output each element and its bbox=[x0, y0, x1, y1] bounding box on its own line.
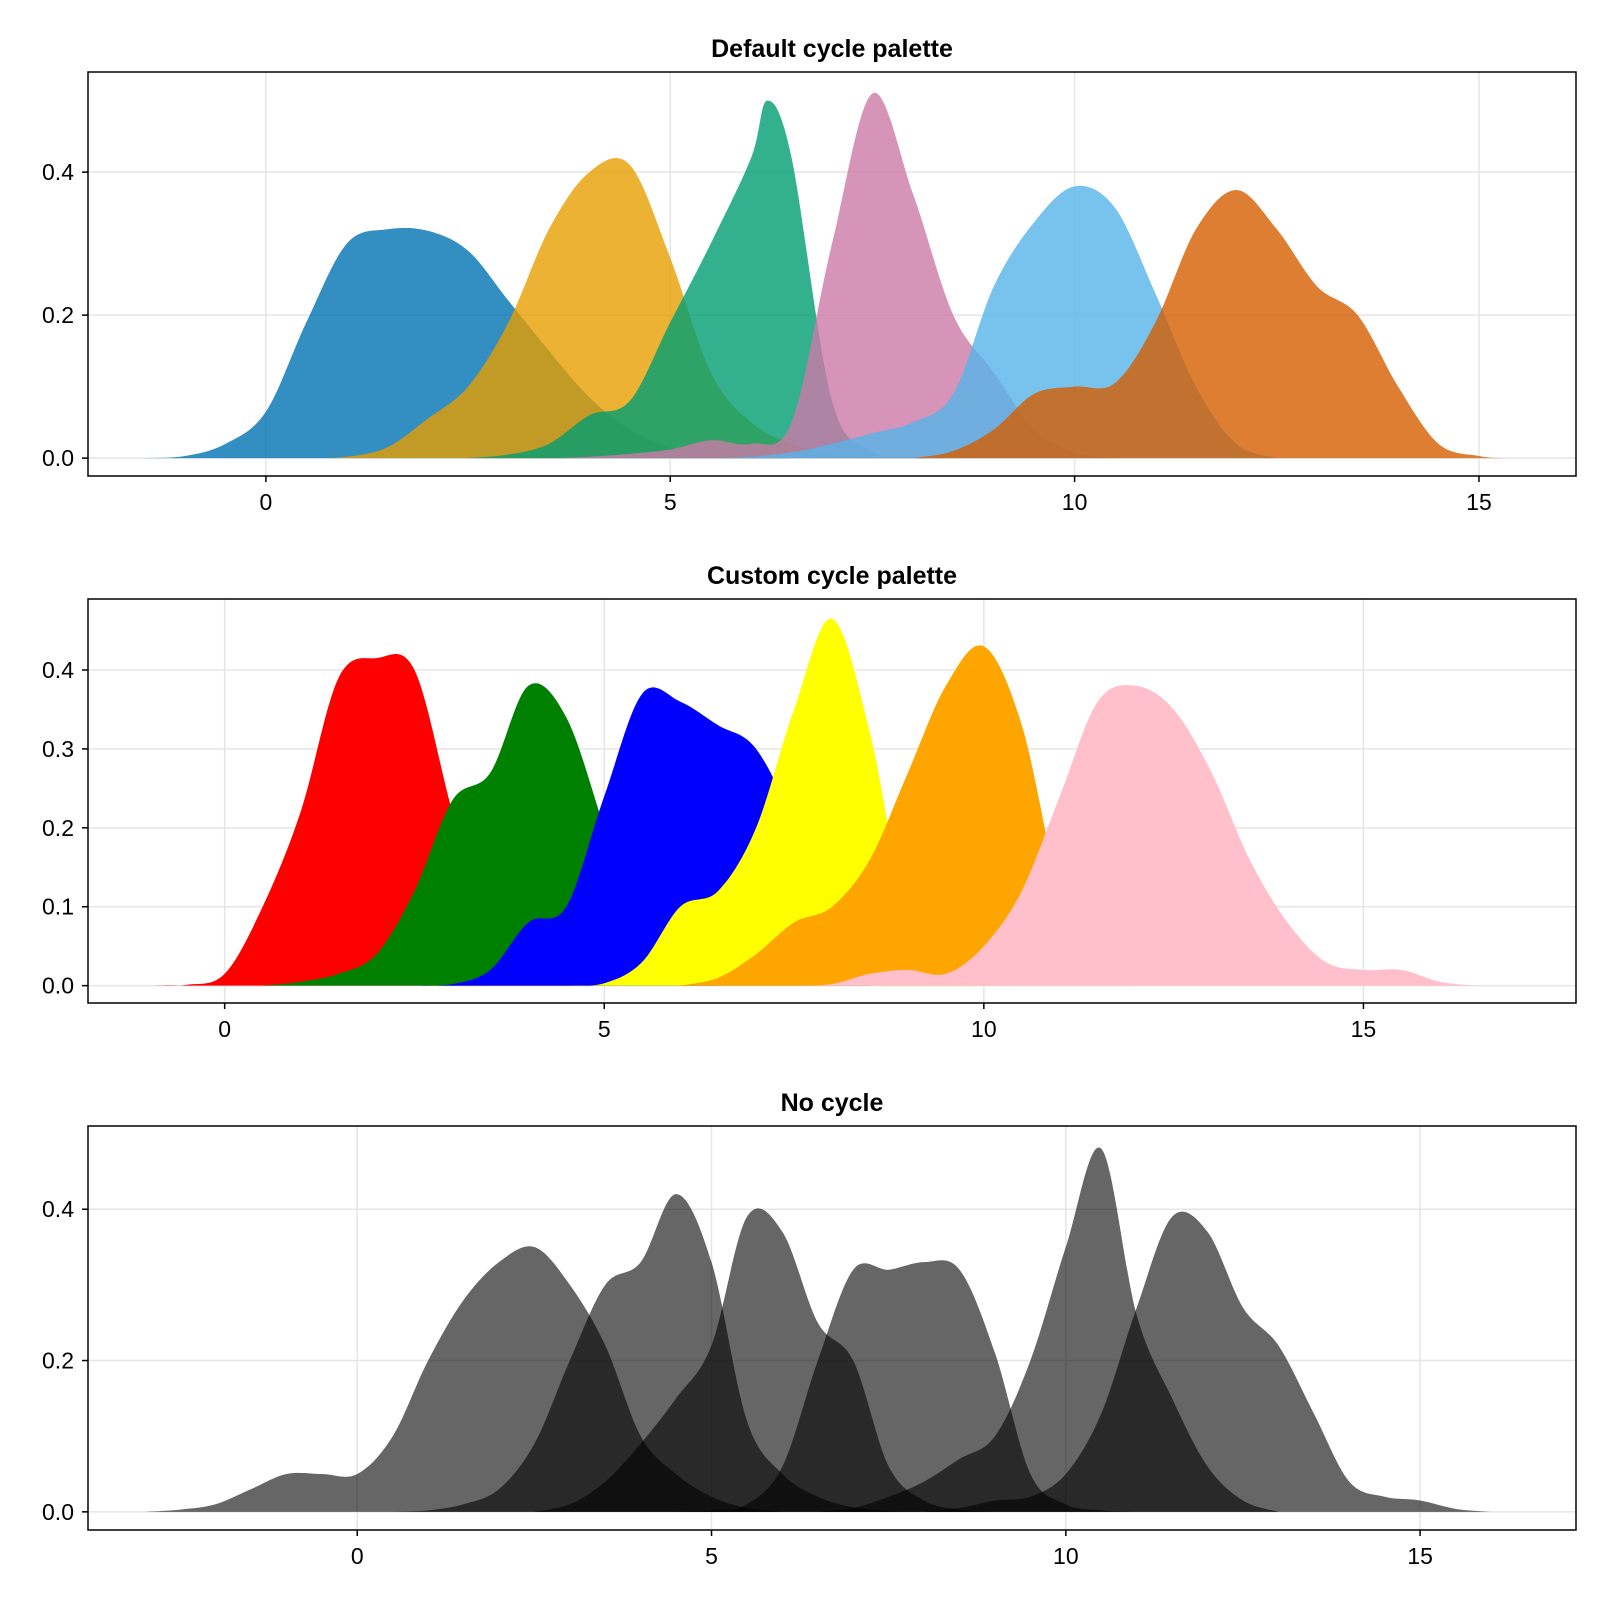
density-area-6 bbox=[794, 685, 1478, 986]
y-tick-label: 0.4 bbox=[42, 1196, 74, 1222]
density-area-1 bbox=[144, 227, 792, 459]
y-tick-label: 0.3 bbox=[42, 736, 74, 762]
y-tick-label: 0.2 bbox=[42, 1348, 74, 1374]
density-area-4 bbox=[676, 1260, 1137, 1512]
x-tick-label: 15 bbox=[1466, 489, 1492, 515]
x-tick-label: 10 bbox=[1053, 1543, 1079, 1569]
y-tick-label: 0.1 bbox=[42, 894, 74, 920]
panel-title: No cycle bbox=[781, 1089, 884, 1117]
x-tick-label: 15 bbox=[1351, 1016, 1377, 1042]
y-tick-label: 0.2 bbox=[42, 302, 74, 328]
x-tick-label: 10 bbox=[1062, 489, 1088, 515]
x-tick-label: 15 bbox=[1407, 1543, 1433, 1569]
density-area-2 bbox=[392, 1194, 925, 1512]
density-area-1 bbox=[148, 653, 605, 986]
y-tick-label: 0.0 bbox=[42, 445, 74, 471]
plot-frame bbox=[87, 598, 1577, 1004]
x-tick-label: 0 bbox=[218, 1016, 231, 1042]
plot-frame bbox=[87, 1125, 1577, 1531]
panel-title: Custom cycle palette bbox=[707, 562, 957, 590]
plot-frame bbox=[87, 71, 1577, 477]
density-area-3 bbox=[534, 1208, 995, 1512]
density-area-2 bbox=[306, 158, 913, 459]
y-tick-label: 0.4 bbox=[42, 657, 74, 683]
panel-default-cycle: Default cycle palette 0 5 10 15 0.0 0.2 0.4 bbox=[42, 35, 1577, 515]
x-tick-label: 5 bbox=[705, 1543, 718, 1569]
x-tick-label: 5 bbox=[664, 489, 677, 515]
density-area-3 bbox=[468, 100, 954, 459]
y-tick-label: 0.0 bbox=[42, 1499, 74, 1525]
y-tick-label: 0.4 bbox=[42, 159, 74, 185]
x-tick-label: 5 bbox=[598, 1016, 611, 1042]
x-tick-label: 10 bbox=[971, 1016, 997, 1042]
panel-title: Default cycle palette bbox=[711, 35, 953, 63]
panel-no-cycle: No cycle 0 5 10 15 0.0 0.2 0.4 bbox=[42, 1089, 1577, 1569]
density-area-6 bbox=[924, 1211, 1491, 1512]
panel-custom-cycle: Custom cycle palette 0 5 10 15 0.0 0.1 0.2 0.3 0… bbox=[42, 562, 1577, 1042]
y-tick-label: 0.2 bbox=[42, 815, 74, 841]
x-tick-label: 0 bbox=[351, 1543, 364, 1569]
y-tick-label: 0.0 bbox=[42, 973, 74, 999]
x-tick-label: 0 bbox=[260, 489, 273, 515]
density-area-6 bbox=[912, 189, 1504, 459]
